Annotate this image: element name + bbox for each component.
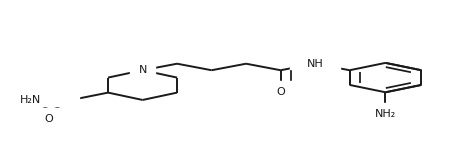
Text: O: O — [45, 113, 54, 123]
Text: NH₂: NH₂ — [374, 109, 395, 119]
Bar — [347, 103, 423, 114]
Text: H₂N: H₂N — [20, 95, 41, 105]
Bar — [289, 58, 340, 69]
Bar — [129, 65, 155, 76]
Text: O: O — [275, 87, 285, 97]
Text: N: N — [138, 65, 146, 75]
Bar — [268, 81, 293, 92]
Text: NH: NH — [306, 59, 323, 69]
Bar — [3, 94, 79, 106]
Bar — [37, 108, 62, 119]
